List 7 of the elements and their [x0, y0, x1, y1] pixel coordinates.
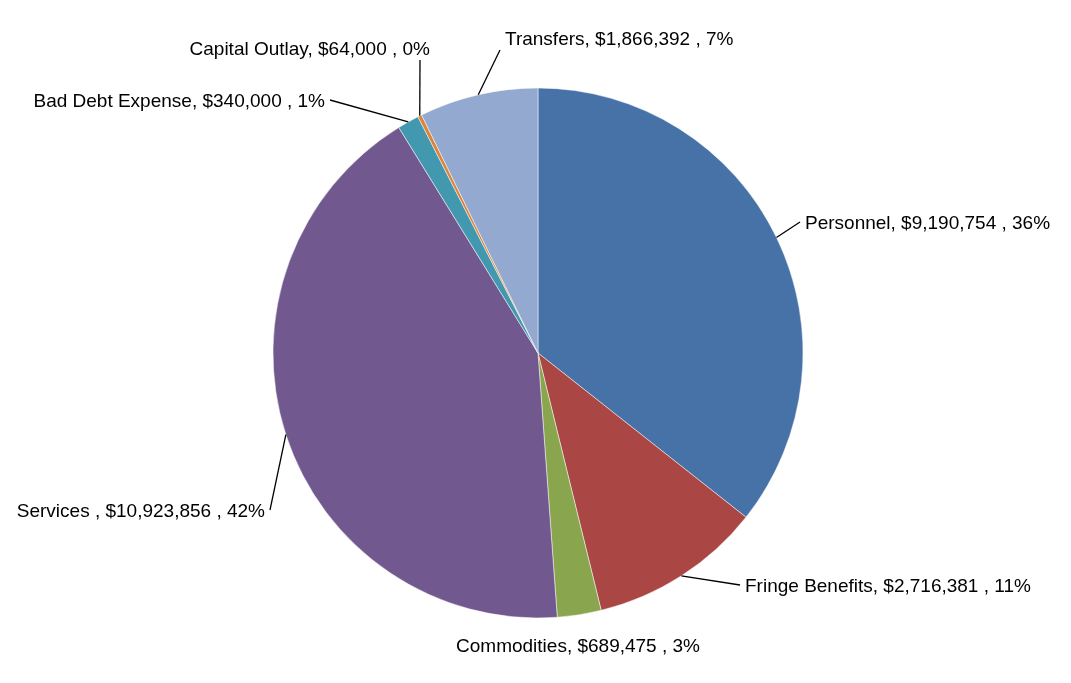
- slice-label: Fringe Benefits, $2,716,381 , 11%: [745, 575, 1031, 596]
- slice-label: Transfers, $1,866,392 , 7%: [505, 28, 734, 49]
- slice-label: Personnel, $9,190,754 , 36%: [805, 212, 1051, 233]
- slice-label: Commodities, $689,475 , 3%: [456, 635, 701, 656]
- slice-label: Capital Outlay, $64,000 , 0%: [189, 38, 431, 59]
- slice-label: Services , $10,923,856 , 42%: [16, 500, 266, 521]
- slice-label: Bad Debt Expense, $340,000 , 1%: [33, 90, 326, 111]
